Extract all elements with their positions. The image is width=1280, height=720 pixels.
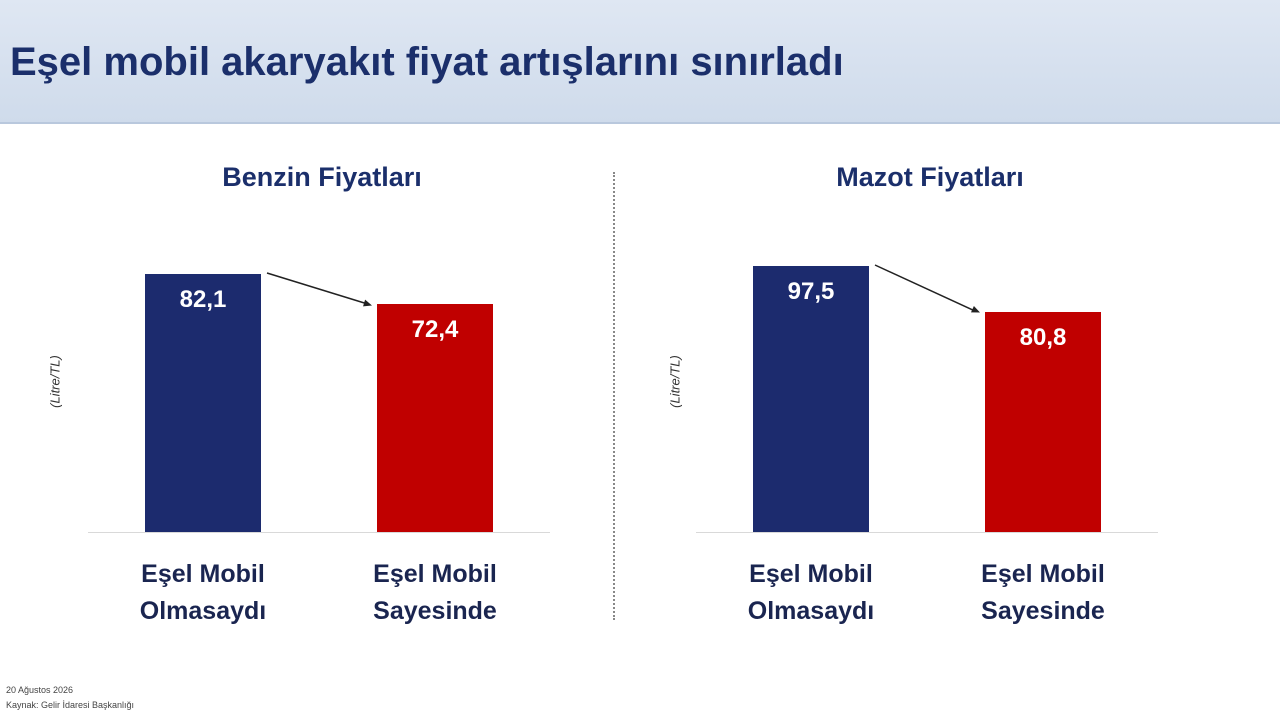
value-label: 97,5: [787, 278, 835, 305]
arrow-line: [874, 264, 975, 312]
footer-date: 20 Ağustos 2026: [6, 685, 74, 695]
arrow-head: [971, 305, 980, 313]
bar: [753, 266, 869, 532]
chart-panel: Benzin Fiyatları (Litre/TL) 82,1 Eşel Mobil…: [0, 0, 608, 720]
category-label: Eşel Mobil Olmasaydı: [747, 560, 875, 625]
chart-title: Mazot Fiyatları: [836, 162, 1024, 192]
slide-title: Eşel mobil akaryakıt fiyat artışlarını s…: [10, 40, 844, 84]
chart-title: Benzin Fiyatları: [222, 162, 422, 192]
divider: [613, 172, 615, 620]
value-label: 82,1: [179, 286, 227, 313]
arrow-head: [363, 299, 372, 307]
footer-source: Kaynak: Gelir İdaresi Başkanlığı: [6, 700, 135, 710]
baseline: [696, 532, 1158, 533]
baseline: [88, 532, 550, 533]
bar: [377, 304, 493, 532]
category-label: Eşel Mobil Sayesinde: [373, 560, 497, 625]
category-label: Eşel Mobil Sayesinde: [981, 560, 1105, 625]
category-label: Eşel Mobil Olmasaydı: [139, 560, 267, 625]
arrow: [874, 264, 980, 313]
arrow: [266, 272, 372, 307]
arrow-line: [266, 272, 367, 305]
bar: [985, 311, 1101, 532]
bar: [145, 274, 261, 532]
chart-panel: Mazot Fiyatları (Litre/TL) 97,5 Eşel Mobil …: [608, 0, 1216, 720]
header-band: Eşel mobil akaryakıt fiyat artışlarını s…: [0, 0, 1280, 124]
value-label: 80,8: [1019, 323, 1067, 351]
value-label: 72,4: [411, 316, 459, 344]
